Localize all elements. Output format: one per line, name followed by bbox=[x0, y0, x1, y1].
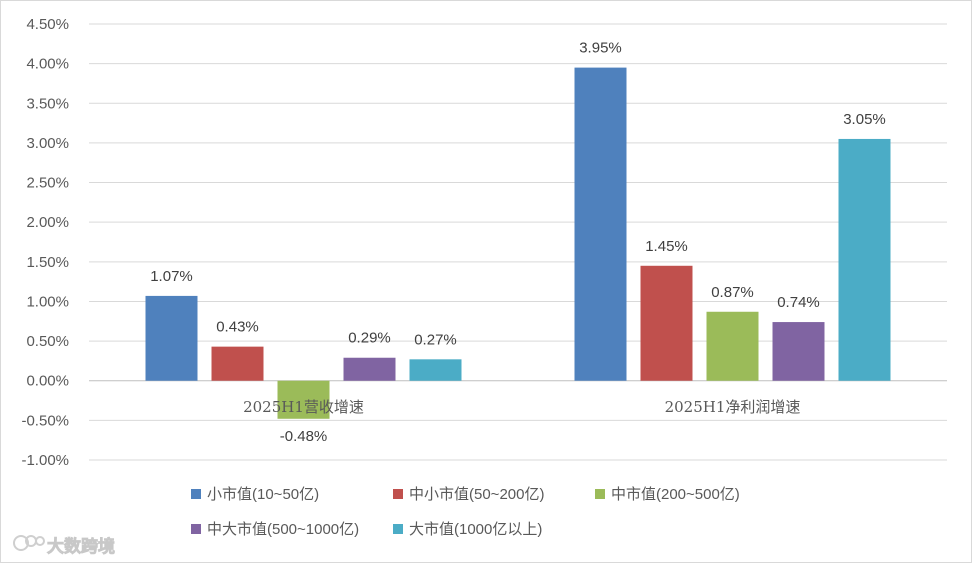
data-label: 3.05% bbox=[843, 111, 886, 128]
category-label: 2025H1营收增速 bbox=[243, 398, 364, 416]
bar bbox=[277, 380, 330, 419]
data-labels: 1.07% 0.43% -0.48% 0.29% 0.27% 3.95% 1.45% 0.87… bbox=[150, 40, 886, 445]
y-tick-label: 4.50% bbox=[26, 16, 69, 33]
legend-swatch bbox=[595, 489, 605, 499]
category-labels: 2025H1营收增速 2025H1净利润增速 bbox=[243, 398, 800, 416]
legend-item: 中市值(200~500亿) bbox=[595, 486, 740, 503]
legend: 小市值(10~50亿) 中小市值(50~200亿) 中市值(200~500亿) 中大市… bbox=[191, 486, 740, 538]
bar bbox=[574, 67, 627, 381]
bar bbox=[145, 295, 198, 381]
legend-label: 小市值(10~50亿) bbox=[207, 486, 319, 503]
watermark-text: 大数跨境 bbox=[47, 536, 115, 556]
data-label: 0.27% bbox=[414, 331, 457, 348]
bar bbox=[409, 359, 462, 381]
bar bbox=[772, 322, 825, 381]
y-tick-label: 1.00% bbox=[26, 293, 69, 310]
legend-item: 大市值(1000亿以上) bbox=[393, 521, 542, 538]
y-tick-label: 2.50% bbox=[26, 175, 69, 192]
legend-swatch bbox=[191, 524, 201, 534]
legend-label: 中大市值(500~1000亿) bbox=[207, 521, 359, 538]
y-axis: 4.50% 4.00% 3.50% 3.00% 2.50% 2.00% 1.50% 1.00%… bbox=[21, 16, 69, 469]
legend-label: 大市值(1000亿以上) bbox=[409, 521, 542, 538]
y-tick-label: 3.00% bbox=[26, 135, 69, 152]
bar bbox=[838, 138, 891, 381]
legend-label: 中小市值(50~200亿) bbox=[409, 486, 544, 503]
legend-item: 中大市值(500~1000亿) bbox=[191, 521, 359, 538]
bar bbox=[211, 346, 264, 381]
y-tick-label: 4.00% bbox=[26, 56, 69, 73]
y-tick-label: 2.00% bbox=[26, 214, 69, 231]
data-label: 0.29% bbox=[348, 330, 391, 347]
legend-swatch bbox=[191, 489, 201, 499]
legend-item: 小市值(10~50亿) bbox=[191, 486, 319, 503]
y-tick-label: 3.50% bbox=[26, 95, 69, 112]
gridlines bbox=[89, 23, 947, 461]
y-tick-label: 1.50% bbox=[26, 254, 69, 271]
data-label: -0.48% bbox=[280, 428, 328, 445]
data-label: 0.87% bbox=[711, 284, 754, 301]
y-tick-label: 0.00% bbox=[26, 373, 69, 390]
legend-label: 中市值(200~500亿) bbox=[611, 486, 740, 503]
bar bbox=[706, 311, 759, 381]
y-tick-label: -1.00% bbox=[21, 452, 69, 469]
watermark: 大数跨境 bbox=[13, 535, 115, 556]
bars bbox=[145, 67, 891, 419]
data-label: 0.43% bbox=[216, 319, 259, 336]
category-label: 2025H1净利润增速 bbox=[665, 398, 801, 416]
data-label: 0.74% bbox=[777, 294, 820, 311]
bar bbox=[343, 357, 396, 381]
legend-item: 中小市值(50~200亿) bbox=[393, 486, 544, 503]
watermark-logo-icon bbox=[13, 535, 45, 551]
data-label: 1.07% bbox=[150, 268, 193, 285]
data-label: 3.95% bbox=[579, 40, 622, 57]
legend-swatch bbox=[393, 489, 403, 499]
y-tick-label: -0.50% bbox=[21, 412, 69, 429]
data-label: 1.45% bbox=[645, 238, 688, 255]
legend-swatch bbox=[393, 524, 403, 534]
y-tick-label: 0.50% bbox=[26, 333, 69, 350]
bar bbox=[640, 265, 693, 381]
